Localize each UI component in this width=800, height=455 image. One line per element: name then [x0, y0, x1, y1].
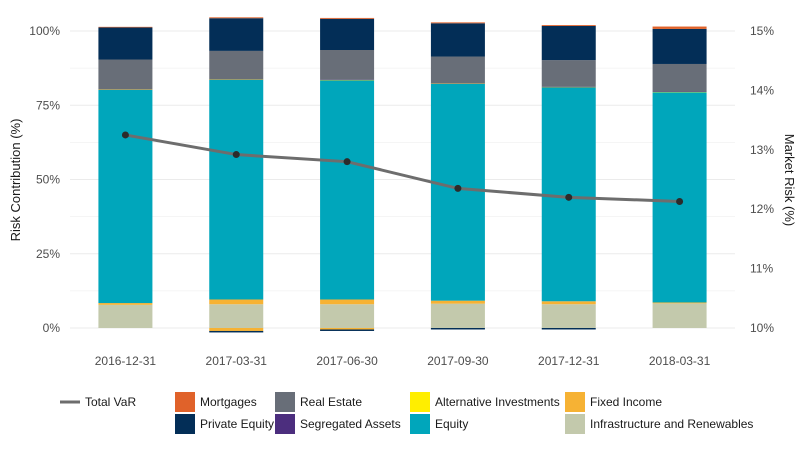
legend-label: Total VaR [85, 395, 136, 409]
bar-segment [320, 19, 374, 50]
bar-segment [98, 27, 152, 59]
bar-segment [653, 303, 707, 328]
bar-segment [320, 304, 374, 328]
bar-segment [98, 27, 152, 28]
legend-label: Private Equity [200, 417, 274, 431]
bar-segment [209, 304, 263, 328]
bar-segment [209, 299, 263, 304]
bar-segment [98, 305, 152, 328]
y2-tick-label: 11% [750, 262, 773, 276]
bar-segment [98, 303, 152, 305]
bar-segment [209, 17, 263, 18]
bar-segment [209, 80, 263, 300]
bar-segment [653, 302, 707, 303]
x-tick-label: 2017-06-30 [316, 354, 378, 368]
legend-key [565, 414, 585, 434]
bar-segment [209, 51, 263, 79]
total-var-point [344, 158, 351, 165]
bar-segment [320, 50, 374, 80]
y2-tick-label: 10% [750, 321, 774, 335]
y-tick-label: 25% [36, 247, 60, 261]
bar-segment-negative [320, 329, 374, 330]
bar-segment [320, 18, 374, 19]
bar-segment [653, 29, 707, 64]
bar-segment [542, 60, 596, 87]
legend-label: Fixed Income [590, 395, 662, 409]
y-tick-label: 75% [36, 98, 60, 112]
bar-segment-negative [431, 328, 485, 329]
x-tick-label: 2017-12-31 [538, 354, 600, 368]
legend-label: Real Estate [300, 395, 362, 409]
bar-segment [653, 92, 707, 302]
y2-tick-label: 14% [750, 83, 774, 97]
legend-label: Segregated Assets [300, 417, 401, 431]
total-var-point [122, 131, 129, 138]
y2-tick-label: 13% [750, 143, 774, 157]
total-var-point [676, 198, 683, 205]
bar-segment-negative [209, 331, 263, 332]
bar-segment-negative [320, 328, 374, 329]
x-tick-label: 2017-09-30 [427, 354, 489, 368]
total-var-point [233, 151, 240, 158]
bar-segment [98, 90, 152, 303]
bar-segment [542, 25, 596, 26]
total-var-line [125, 135, 679, 202]
bar-segment [431, 23, 485, 56]
legend-key [275, 392, 295, 412]
bar-segment [431, 304, 485, 328]
bar-segment-negative [209, 328, 263, 331]
bar-segment [431, 301, 485, 304]
total-var-point [565, 194, 572, 201]
legend-key [175, 392, 195, 412]
legend-label: Mortgages [200, 395, 257, 409]
y2-axis-title: Market Risk (%) [782, 134, 797, 226]
legend-key [175, 414, 195, 434]
legend-label: Alternative Investments [435, 395, 560, 409]
bar-segment [653, 64, 707, 92]
bar-segment [98, 60, 152, 90]
y2-tick-label: 15% [750, 24, 774, 38]
legend-key [410, 392, 430, 412]
bar-segment [431, 22, 485, 23]
bar-segment-negative [542, 328, 596, 329]
bar-segment [431, 84, 485, 301]
y2-tick-label: 12% [750, 202, 774, 216]
y-tick-label: 0% [43, 321, 61, 335]
legend-key [565, 392, 585, 412]
y-tick-label: 50% [36, 173, 60, 187]
bar-segment [209, 18, 263, 51]
legend-label: Equity [435, 417, 468, 431]
bar-segment [320, 299, 374, 304]
legend-label: Infrastructure and Renewables [590, 417, 753, 431]
bar-segment [542, 304, 596, 328]
bar-segment [653, 27, 707, 29]
total-var-point [454, 185, 461, 192]
bar-segment [320, 80, 374, 299]
legend-key [275, 414, 295, 434]
legend-key [410, 414, 430, 434]
bar-segment [542, 26, 596, 60]
y-tick-label: 100% [29, 24, 60, 38]
bar-segment [542, 301, 596, 304]
bar-segment [431, 57, 485, 84]
x-tick-label: 2016-12-31 [95, 354, 157, 368]
x-tick-label: 2018-03-31 [649, 354, 711, 368]
x-tick-label: 2017-03-31 [206, 354, 268, 368]
y-axis-title: Risk Contribution (%) [8, 119, 23, 242]
